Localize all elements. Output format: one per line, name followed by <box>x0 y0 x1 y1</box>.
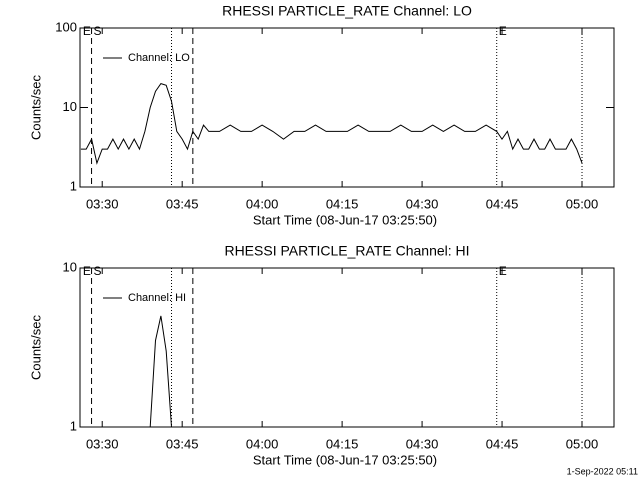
chart-title: RHESSI PARTICLE_RATE Channel: LO <box>222 3 472 19</box>
marker-label: E <box>499 24 507 38</box>
x-tick-label: 03:45 <box>166 196 199 211</box>
y-axis-label: Counts/sec <box>28 314 43 380</box>
data-line <box>149 315 172 428</box>
marker-label: S <box>94 24 102 38</box>
marker-label: S <box>94 264 102 278</box>
x-tick-label: 03:30 <box>86 436 119 451</box>
y-tick-label: 10 <box>63 99 77 114</box>
x-tick-label: 04:45 <box>486 436 519 451</box>
x-axis-label: Start Time (08-Jun-17 03:25:50) <box>253 212 437 227</box>
y-tick-label: 10 <box>63 259 77 274</box>
x-tick-label: 04:30 <box>406 196 439 211</box>
marker-label: E <box>83 24 91 38</box>
x-tick-label: 05:00 <box>566 436 599 451</box>
chart-title: RHESSI PARTICLE_RATE Channel: HI <box>224 243 469 259</box>
marker-label: E <box>83 264 91 278</box>
plot-frame <box>79 267 615 428</box>
y-tick-label: 1 <box>70 418 77 433</box>
data-line <box>80 83 583 165</box>
legend-label: Channel: HI <box>128 292 186 304</box>
legend-label: Channel: LO <box>128 52 190 64</box>
x-tick-label: 04:30 <box>406 436 439 451</box>
y-tick-label: 100 <box>55 19 77 34</box>
y-tick-label: 1 <box>70 178 77 193</box>
x-tick-label: 04:00 <box>246 436 279 451</box>
x-axis-label: Start Time (08-Jun-17 03:25:50) <box>253 452 437 467</box>
x-tick-label: 04:45 <box>486 196 519 211</box>
x-tick-label: 04:00 <box>246 196 279 211</box>
x-tick-label: 03:45 <box>166 436 199 451</box>
x-tick-label: 04:15 <box>326 436 359 451</box>
x-tick-label: 05:00 <box>566 196 599 211</box>
y-axis-label: Counts/sec <box>28 74 43 140</box>
marker-label: E <box>499 264 507 278</box>
footer: 1-Sep-2022 05:11 <box>567 466 638 476</box>
x-tick-label: 03:30 <box>86 196 119 211</box>
x-tick-label: 04:15 <box>326 196 359 211</box>
